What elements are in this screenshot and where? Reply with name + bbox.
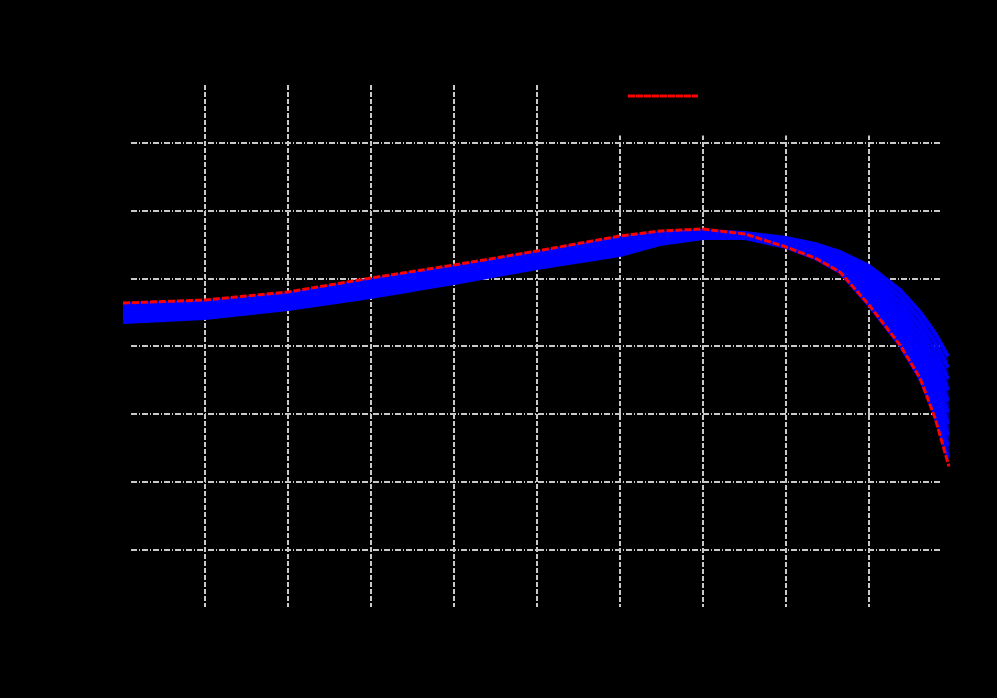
blue-curve-family [122,229,950,464]
legend-box [614,74,951,136]
grid-lines [131,85,942,607]
red-dashed-curve [122,227,951,467]
legend [614,74,951,136]
red-reference-curve [122,227,951,467]
